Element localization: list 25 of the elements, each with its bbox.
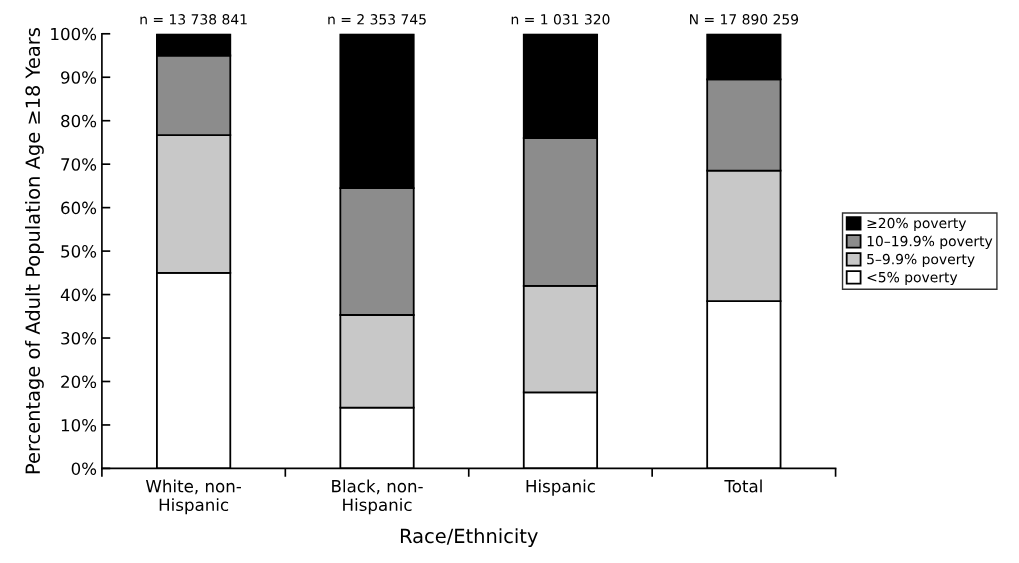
x-tick-label: Total [724, 479, 762, 493]
x-tick-label: Hispanic [526, 479, 595, 496]
y-tick-label: 80% [61, 114, 97, 128]
y-tick-label: 40% [60, 288, 97, 302]
legend-label: <5% poverty [867, 271, 958, 286]
legend-label: 5–9.9% poverty [867, 253, 975, 268]
legend-label: ≥20% poverty [867, 217, 967, 231]
y-tick-label: 100% [51, 27, 97, 41]
y-axis-title: Percentage of Adult Population Age ≥18 Years [25, 28, 44, 474]
text: n = 2 353 745 [328, 14, 426, 25]
y-tick-label: 0% [71, 462, 97, 475]
y-tick-label: 10% [61, 418, 97, 432]
x-axis-title: Race/Ethnicity [400, 528, 538, 548]
x-tick-label: Black, non- Hispanic [332, 479, 423, 515]
text: n = 1 031 320 [511, 14, 610, 25]
y-tick-label: 50% [61, 245, 97, 258]
y-tick-label: 70% [61, 158, 97, 171]
text: N = 17 890 259 [690, 14, 799, 25]
y-tick-label: 30% [61, 331, 97, 345]
y-tick-label: 20% [61, 375, 97, 389]
text: n = 13 738 841 [140, 14, 247, 25]
legend-label: 10–19.9% poverty [867, 235, 993, 250]
y-tick-label: 60% [61, 201, 97, 215]
y-tick-label: 90% [61, 71, 97, 84]
x-tick-label: White, non- Hispanic [145, 479, 241, 515]
